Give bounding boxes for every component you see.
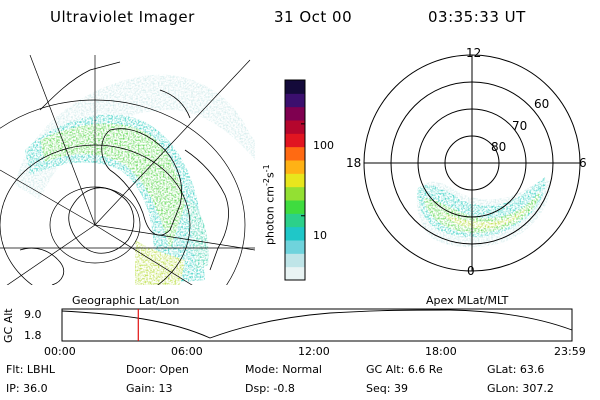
colorbar-frame bbox=[284, 79, 306, 281]
colorbar-swatch bbox=[285, 120, 305, 134]
timeline-xtick-0000: 00:00 bbox=[44, 345, 76, 358]
colorbar-units-label: photon cm-2s-1 bbox=[262, 164, 277, 245]
colorbar-swatch bbox=[285, 200, 305, 214]
footer-door: Door: Open bbox=[126, 363, 189, 376]
colorbar-swatch bbox=[285, 146, 305, 161]
footer-glon: GLon: 307.2 bbox=[487, 382, 554, 395]
colorbar-swatch bbox=[285, 253, 305, 268]
colorbar-tick-100: 100 bbox=[313, 139, 334, 152]
mlat-label-70: 70 bbox=[512, 119, 528, 133]
colorbar bbox=[284, 79, 306, 281]
timeline-xtick-1200: 12:00 bbox=[298, 345, 330, 358]
timeline-xtick-1800: 18:00 bbox=[425, 345, 457, 358]
mlt-label-12: 12 bbox=[466, 46, 482, 60]
mlat-label-80: 80 bbox=[491, 140, 507, 154]
timeline-ytick-bottom: 1.8 bbox=[24, 329, 42, 342]
colorbar-swatch bbox=[285, 173, 305, 188]
instrument-title: Ultraviolet Imager bbox=[50, 8, 195, 26]
colorbar-swatch bbox=[285, 213, 305, 228]
footer-dsp: Dsp: -0.8 bbox=[245, 382, 295, 395]
polar-panel-label: Apex MLat/MLT bbox=[426, 294, 509, 307]
footer-gain: Gain: 13 bbox=[126, 382, 173, 395]
mlt-label-6: 6 bbox=[579, 156, 587, 170]
colorbar-swatch bbox=[285, 240, 305, 254]
timeline-xtick-0600: 06:00 bbox=[171, 345, 203, 358]
mlt-label-0: 0 bbox=[467, 264, 475, 278]
colorbar-swatch bbox=[285, 160, 305, 174]
timeline-axis-label: GC Alt bbox=[2, 308, 15, 343]
colorbar-swatch bbox=[285, 133, 305, 148]
date-label: 31 Oct 00 bbox=[274, 8, 353, 26]
colorbar-swatch bbox=[285, 80, 305, 94]
footer-gc-alt: GC Alt: 6.6 Re bbox=[366, 363, 443, 376]
mlat-label-60: 60 bbox=[534, 97, 550, 111]
colorbar-swatch bbox=[285, 226, 305, 241]
footer-glat: GLat: 63.6 bbox=[487, 363, 545, 376]
altitude-timeline bbox=[61, 308, 573, 342]
polar-auroral-image bbox=[363, 54, 581, 272]
colorbar-swatch bbox=[285, 106, 305, 121]
colorbar-swatch bbox=[285, 266, 305, 281]
geographic-panel-label: Geographic Lat/Lon bbox=[72, 294, 180, 307]
mlt-label-18: 18 bbox=[346, 156, 362, 170]
timeline-xtick-2359: 23:59 bbox=[554, 345, 586, 358]
footer-flt: Flt: LBHL bbox=[6, 363, 55, 376]
time-label: 03:35:33 UT bbox=[428, 8, 526, 26]
footer-mode: Mode: Normal bbox=[245, 363, 322, 376]
footer-ip: IP: 36.0 bbox=[6, 382, 48, 395]
colorbar-tick-10: 10 bbox=[313, 229, 327, 242]
colorbar-swatch bbox=[285, 186, 305, 201]
geographic-auroral-image bbox=[0, 55, 255, 285]
timeline-ytick-top: 9.0 bbox=[24, 308, 42, 321]
footer-seq: Seq: 39 bbox=[366, 382, 408, 395]
colorbar-swatch bbox=[285, 93, 305, 108]
